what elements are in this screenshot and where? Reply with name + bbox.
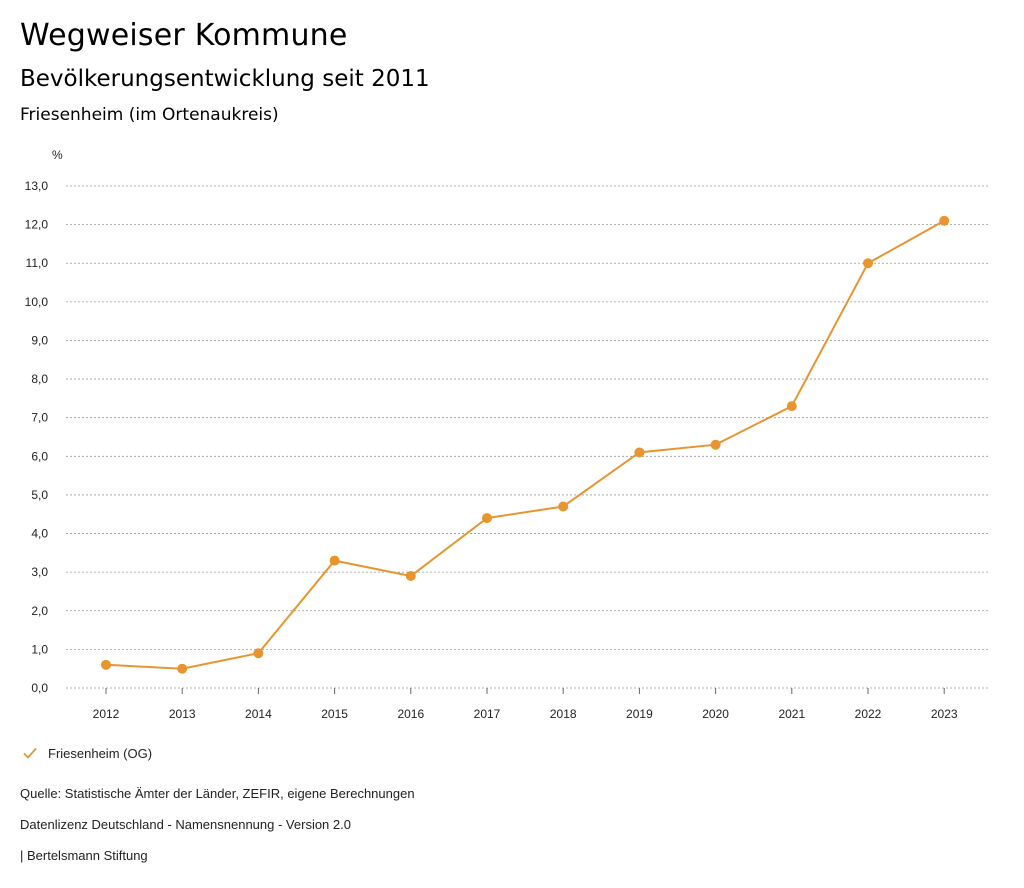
- y-tick-label: 12,0: [25, 218, 49, 232]
- checkmark-icon: [23, 747, 37, 759]
- data-point: [710, 439, 721, 450]
- x-tick-label: 2016: [397, 707, 424, 721]
- x-tick-label: 2017: [474, 707, 501, 721]
- x-tick-label: 2013: [169, 707, 196, 721]
- x-tick-label: 2019: [626, 707, 653, 721]
- line-chart: % 0,0 1,0 2,0 3,0 4,0 5,0 6,0 7,0 8,0 9,0 10,0 11,0 1…: [25, 148, 990, 721]
- x-tick-label: 2018: [550, 707, 577, 721]
- y-tick-label: 9,0: [31, 333, 48, 347]
- y-tick-label: 11,0: [26, 256, 49, 270]
- y-tick-label: 4,0: [31, 527, 48, 541]
- page-title: Wegweiser Kommune: [20, 18, 348, 53]
- y-axis-label: %: [52, 148, 63, 162]
- data-point: [482, 513, 492, 524]
- data-point: [558, 501, 569, 512]
- data-point: [329, 555, 340, 566]
- x-tick-label: 2015: [321, 707, 348, 721]
- y-tick-label: 2,0: [31, 604, 48, 618]
- data-point: [177, 663, 188, 674]
- y-tick-label: 3,0: [31, 565, 48, 579]
- region-label: Friesenheim (im Ortenaukreis): [20, 105, 279, 125]
- source-note: Quelle: Statistische Ämter der Länder, Z…: [20, 786, 415, 801]
- license-note: Datenlizenz Deutschland - Namensnennung …: [20, 817, 351, 832]
- y-tick-label: 0,0: [31, 681, 48, 695]
- x-tick-label: 2012: [93, 707, 120, 721]
- chart-subtitle: Bevölkerungsentwicklung seit 2011: [20, 66, 430, 92]
- x-tick-label: 2022: [855, 707, 882, 721]
- data-point: [405, 571, 416, 582]
- x-tick-label: 2020: [702, 707, 729, 721]
- data-point: [939, 215, 950, 226]
- y-tick-label: 13,0: [25, 179, 49, 193]
- legend-label: Friesenheim (OG): [48, 745, 153, 761]
- y-tick-label: 7,0: [31, 411, 48, 425]
- y-tick-label: 6,0: [31, 449, 48, 463]
- data-point: [634, 447, 645, 458]
- x-tick-label: 2021: [778, 707, 805, 721]
- y-tick-label: 1,0: [31, 642, 48, 656]
- x-tick-label: 2014: [245, 707, 272, 721]
- series-line: [105, 219, 945, 670]
- y-tick-label: 10,0: [25, 295, 49, 309]
- data-point: [786, 401, 797, 412]
- y-tick-label: 8,0: [31, 372, 48, 386]
- y-tick-label: 5,0: [31, 488, 48, 502]
- data-point: [863, 258, 873, 269]
- data-point: [101, 659, 111, 670]
- data-point: [253, 648, 264, 659]
- publisher-note: | Bertelsmann Stiftung: [20, 848, 148, 863]
- x-tick-label: 2023: [931, 707, 958, 721]
- legend-item[interactable]: Friesenheim (OG): [22, 745, 152, 761]
